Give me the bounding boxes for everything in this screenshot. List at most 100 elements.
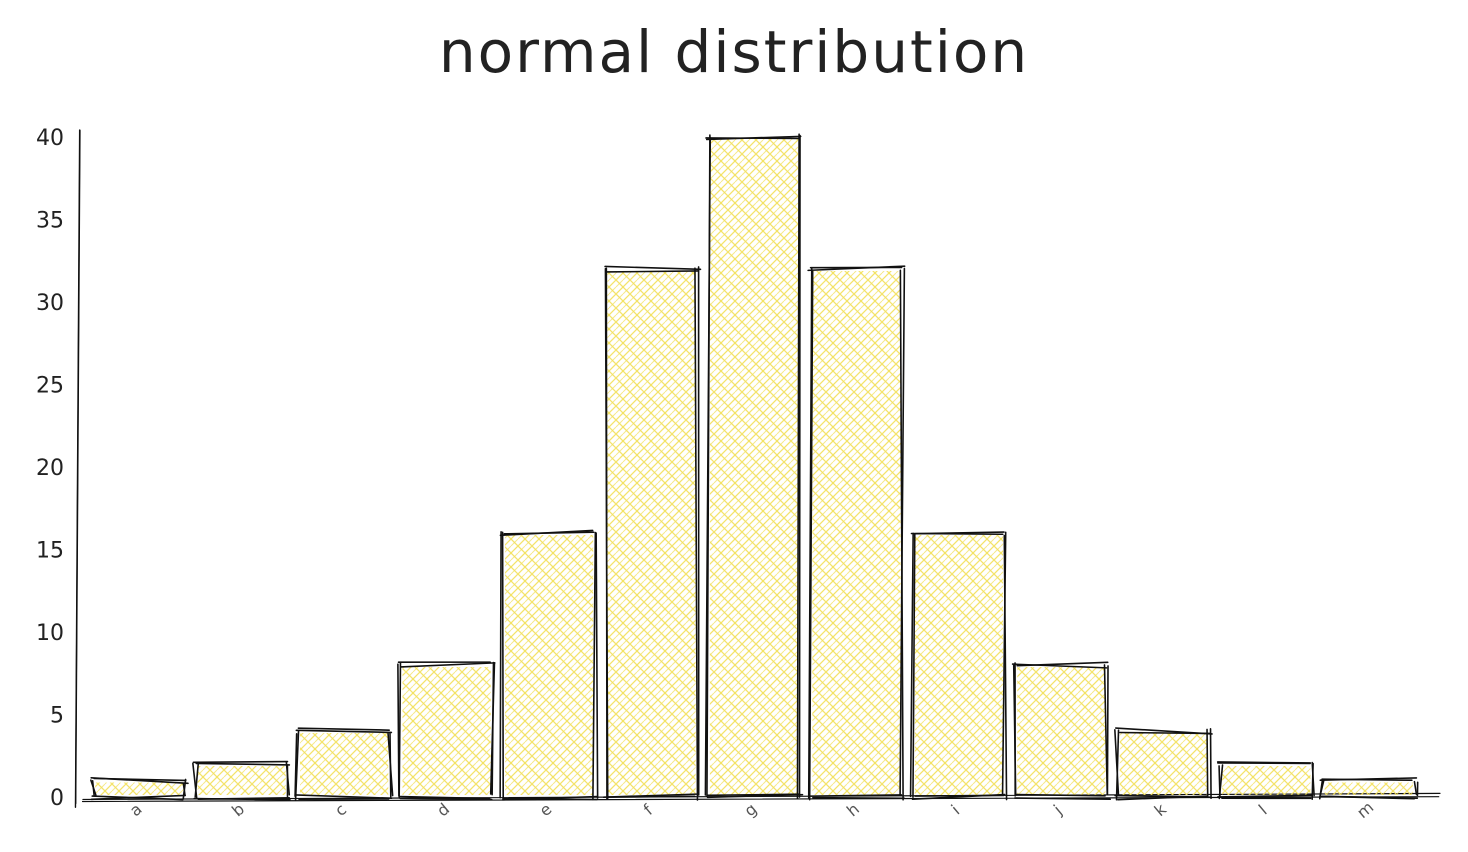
bar-top-edge bbox=[499, 529, 594, 537]
x-tick-label: d bbox=[433, 799, 453, 820]
bar-top-edge bbox=[1119, 731, 1212, 735]
bar-right-edge bbox=[796, 133, 800, 800]
bar-g bbox=[704, 133, 804, 800]
y-axis bbox=[74, 129, 81, 808]
bar-fill bbox=[504, 535, 594, 795]
x-tick-label: l bbox=[1255, 801, 1271, 818]
x-tick-label: k bbox=[1151, 799, 1171, 820]
bar-right-edge bbox=[592, 531, 597, 801]
bar-bottom-edge bbox=[1217, 794, 1313, 798]
x-tick-label: i bbox=[948, 801, 964, 818]
bar-left-edge bbox=[1114, 729, 1120, 796]
bar-fill bbox=[300, 733, 389, 795]
x-tick-label: f bbox=[640, 800, 657, 818]
bar-bottom-edge bbox=[399, 795, 491, 800]
bar-fill bbox=[1017, 667, 1106, 795]
bar-left-edge bbox=[294, 732, 298, 797]
x-tick-label: j bbox=[1049, 801, 1065, 819]
y-tick-label: 0 bbox=[50, 786, 64, 811]
bar-bottom-edge bbox=[399, 797, 493, 801]
x-axis-line bbox=[81, 796, 1440, 803]
bar-right-edge bbox=[694, 267, 699, 801]
bar-bottom-edge bbox=[1117, 795, 1209, 801]
bar-top-edge bbox=[604, 270, 700, 273]
x-tick-label: e bbox=[536, 799, 556, 820]
bar-bottom-edge bbox=[502, 797, 598, 801]
bar-right-edge bbox=[387, 731, 394, 797]
bar-c bbox=[294, 727, 394, 801]
bar-fill bbox=[812, 271, 901, 795]
bar-left-edge bbox=[91, 780, 95, 797]
bar-d bbox=[397, 661, 496, 801]
bar-right-edge bbox=[595, 532, 599, 799]
bar-bottom-edge bbox=[808, 794, 903, 797]
bar-fill bbox=[1324, 782, 1413, 795]
bar-top-edge bbox=[1217, 762, 1311, 765]
bar-top-edge bbox=[1016, 661, 1109, 667]
bar-right-edge bbox=[1413, 780, 1418, 796]
y-tick-label: 15 bbox=[36, 539, 64, 564]
bar-top-edge bbox=[604, 265, 702, 271]
bar-top-edge bbox=[297, 727, 391, 731]
x-tick-label: m bbox=[1353, 797, 1377, 822]
bar-left-edge bbox=[807, 268, 813, 799]
y-axis-line bbox=[74, 129, 81, 808]
bar-fill bbox=[1222, 766, 1311, 795]
bar-left-edge bbox=[704, 136, 712, 796]
bar-a bbox=[90, 777, 189, 801]
bar-right-edge bbox=[1103, 664, 1109, 795]
bar-bottom-edge bbox=[197, 797, 291, 800]
x-tick-label: a bbox=[126, 799, 146, 820]
bar-bottom-edge bbox=[294, 794, 393, 799]
bar-fill bbox=[709, 139, 799, 795]
bar-bottom-edge bbox=[607, 795, 696, 798]
bar-bottom-edge bbox=[90, 794, 186, 801]
bar-left-edge bbox=[1318, 779, 1324, 800]
bar-l bbox=[1216, 761, 1315, 800]
bar-right-edge bbox=[285, 761, 291, 796]
bar-bottom-edge bbox=[914, 794, 1005, 797]
bar-i bbox=[909, 531, 1008, 801]
bar-top-edge bbox=[914, 531, 1005, 535]
bar-m bbox=[1318, 777, 1419, 800]
bar-left-edge bbox=[499, 531, 502, 799]
bar-fill bbox=[95, 782, 184, 795]
y-tick-label: 20 bbox=[36, 456, 64, 481]
x-tick-label: h bbox=[843, 799, 863, 820]
bar-k bbox=[1114, 727, 1213, 801]
y-tick-label: 30 bbox=[36, 291, 64, 316]
chart-title: normal distribution bbox=[438, 18, 1030, 86]
y-tick-label: 25 bbox=[36, 374, 64, 399]
bar-left-edge bbox=[1115, 729, 1120, 801]
bar-bottom-edge bbox=[812, 796, 906, 800]
bar-left-edge bbox=[909, 532, 914, 798]
bar-fill bbox=[1119, 733, 1208, 795]
bar-bottom-edge bbox=[1324, 795, 1415, 800]
bar-top-edge bbox=[295, 729, 393, 734]
bar-right-edge bbox=[1206, 728, 1209, 797]
bar-bottom-edge bbox=[706, 793, 801, 797]
bar-top-edge bbox=[705, 135, 802, 141]
bar-right-edge bbox=[491, 661, 495, 796]
bar-top-edge bbox=[195, 762, 291, 766]
bar-j bbox=[1011, 661, 1112, 801]
bar-top-edge bbox=[1321, 778, 1413, 782]
x-tick-label: b bbox=[228, 799, 248, 820]
bar-bottom-edge bbox=[1014, 797, 1112, 801]
bar-right-edge bbox=[1311, 762, 1314, 800]
bar-left-edge bbox=[194, 762, 200, 798]
bar-left-edge bbox=[294, 729, 300, 801]
x-tick-label: g bbox=[740, 799, 760, 820]
bar-top-edge bbox=[399, 662, 496, 668]
y-tick-label: 40 bbox=[36, 126, 64, 151]
bar-e bbox=[499, 529, 599, 801]
bar-b bbox=[192, 760, 291, 801]
bar-left-edge bbox=[501, 531, 505, 801]
bar-fill bbox=[914, 535, 1004, 795]
bar-right-edge bbox=[1209, 728, 1212, 800]
x-tick-label: c bbox=[331, 800, 350, 820]
y-tick-label: 5 bbox=[50, 704, 64, 729]
bar-fill bbox=[197, 766, 286, 795]
bar-top-edge bbox=[90, 777, 189, 785]
